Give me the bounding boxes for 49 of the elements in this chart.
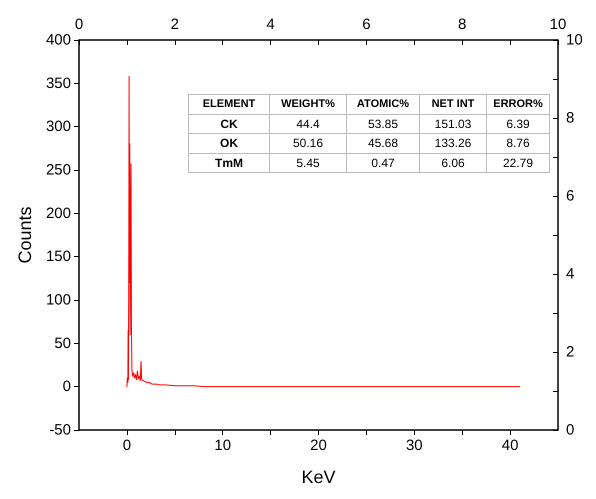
y-tick-label: 0 [62,378,71,396]
y-axis-title: Counts [15,206,35,264]
annotation: ELEMENT [188,94,270,114]
x-tick-label: 30 [406,437,423,454]
annotation: 6.06 [420,153,486,172]
annotation: 133.26 [420,134,486,153]
annotation: OK [188,134,270,153]
x-tick-label: 40 [502,437,518,454]
y-tick-label: 350 [46,74,71,92]
x2-tick-label: 0 [74,16,84,33]
y2-tick-label: 4 [566,266,574,282]
x-axis-title: KeV [301,467,336,487]
annotation: ERROR% [486,94,550,114]
annotation: NET INT [420,94,486,114]
x2-tick-label: 6 [362,16,371,33]
annotation: 22.79 [486,153,550,172]
y2-tick-label: 0 [566,422,574,438]
x2-tick-label: 10 [550,16,566,33]
y-tick-label: 150 [46,248,71,266]
annotation: 0.47 [346,153,420,172]
y2-tick-label: 6 [566,188,574,204]
annotation: 151.03 [420,114,486,134]
annotation: 6.39 [486,114,550,134]
y-tick-label: -50 [49,422,71,438]
y-tick-label: 400 [46,32,71,48]
y2-tick-label: 8 [566,110,574,126]
annotation: 5.45 [270,153,346,172]
x2-tick-label: 8 [458,16,466,33]
annotation: WEIGHT% [270,94,346,114]
y2-tick-label: 2 [566,344,574,360]
annotation: TmM [188,153,270,172]
annotation: 53.85 [346,114,420,134]
x-tick-label: 20 [310,437,327,454]
y-tick-label: 100 [46,292,71,308]
x-tick-label: 10 [214,437,232,454]
y-tick-label: 300 [46,118,71,136]
annotation: CK [188,114,270,134]
y2-tick-label: 10 [566,32,583,48]
annotation: 45.68 [346,134,420,153]
x2-tick-label: 4 [266,16,275,33]
x-tick-label: 0 [122,437,132,454]
annotation: ATOMIC% [346,94,420,114]
y-tick-label: 200 [46,204,71,222]
x2-tick-label: 2 [170,16,179,33]
annotation: 44.4 [270,114,346,134]
annotation: 8.76 [486,134,550,153]
y-tick-label: 50 [54,334,71,352]
y-tick-label: 250 [46,162,71,178]
annotation: 50.16 [270,134,346,153]
